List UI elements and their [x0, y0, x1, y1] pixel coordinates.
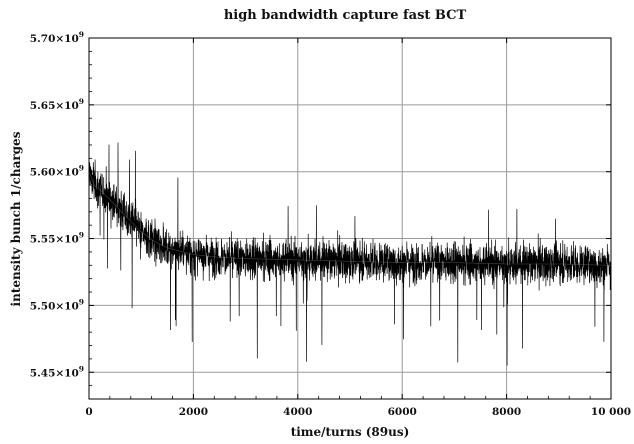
y-tick-label: 5.45×109	[30, 364, 84, 379]
y-tick-label: 5.60×109	[30, 164, 84, 179]
y-axis-label: intensity bunch 1/charges	[9, 131, 23, 306]
x-axis: 0 2000 4000 6000 8000 10 000	[85, 38, 631, 418]
x-tick-label: 10 000	[591, 406, 631, 418]
y-axis: 5.45×109 5.50×109 5.55×109 5.60×109 5.65×109…	[30, 30, 611, 387]
x-tick-label: 2000	[179, 406, 208, 418]
x-tick-label: 8000	[492, 406, 521, 418]
series-layer	[88, 142, 612, 366]
y-tick-label: 5.70×109	[30, 30, 84, 45]
plot-frame	[88, 37, 612, 400]
y-tick-label: 5.55×109	[30, 231, 84, 246]
x-tick-label: 6000	[388, 406, 417, 418]
grid	[89, 38, 611, 399]
y-tick-label: 5.65×109	[30, 97, 84, 112]
series-line	[88, 142, 612, 366]
chart-title: high bandwidth capture fast BCT	[224, 8, 467, 23]
y-tick-label: 5.50×109	[30, 297, 84, 312]
x-tick-label: 0	[85, 406, 92, 418]
series-mean-trace	[88, 171, 612, 266]
x-axis-label: time/turns (89us)	[291, 425, 410, 439]
x-tick-label: 4000	[283, 406, 312, 418]
